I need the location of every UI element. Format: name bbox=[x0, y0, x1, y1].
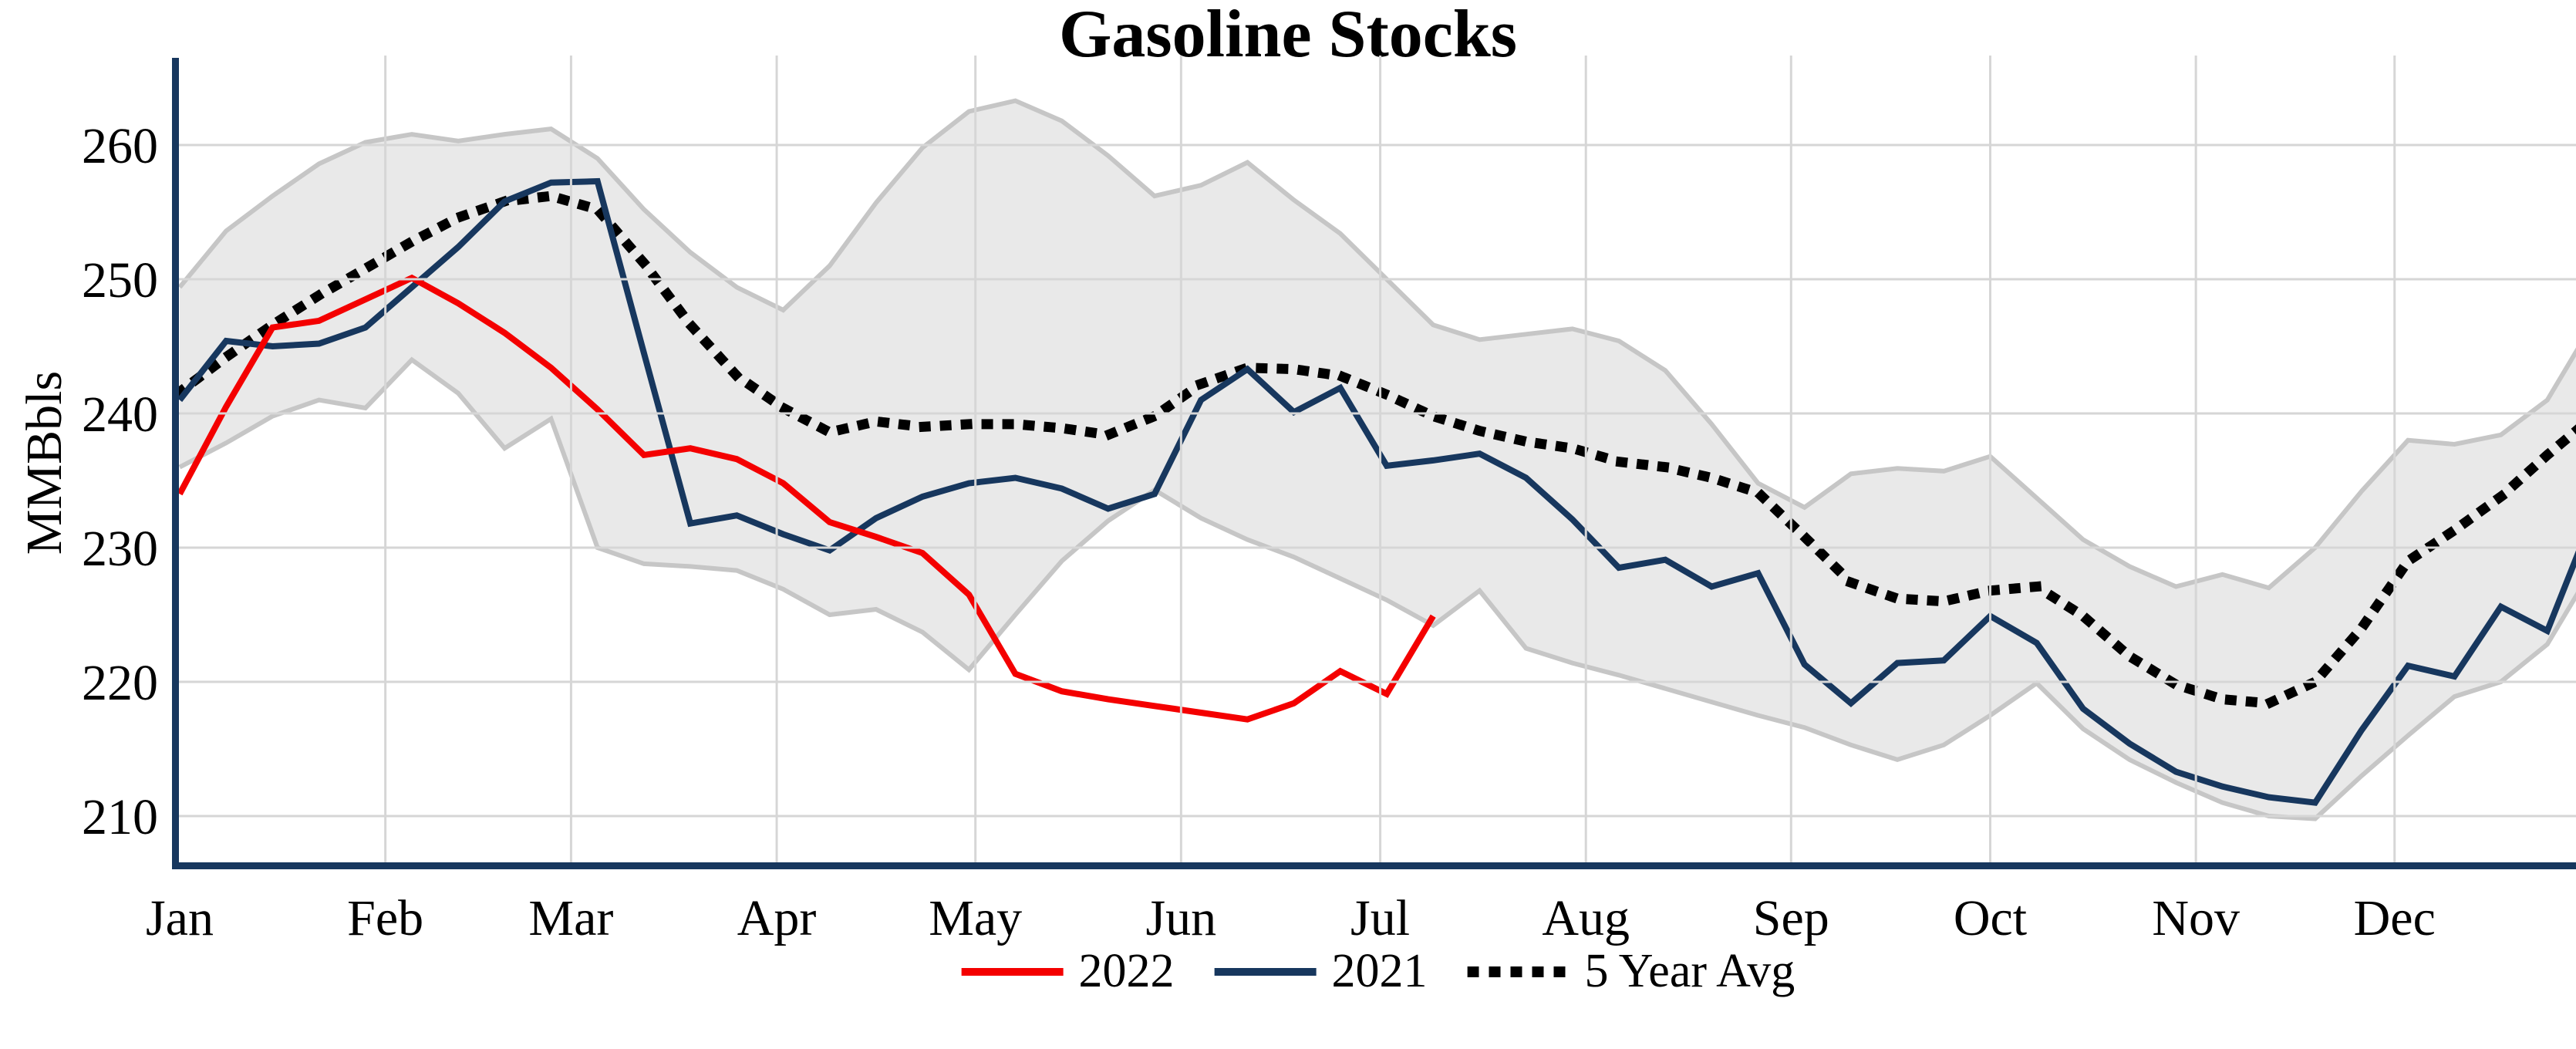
x-tick-label-Nov: Nov bbox=[2152, 890, 2240, 946]
five-year-range-band bbox=[180, 100, 2576, 819]
series-line-5-year-avg bbox=[175, 191, 2576, 709]
x-tick-label-Apr: Apr bbox=[737, 890, 817, 946]
x-tick-label-Dec: Dec bbox=[2354, 890, 2436, 946]
y-tick-label-250: 250 bbox=[82, 252, 158, 309]
legend-item-2022: 2022 bbox=[961, 944, 1175, 999]
plot-area bbox=[175, 98, 2576, 821]
y-tick-label-260: 260 bbox=[82, 118, 158, 174]
y-tick-label-230: 230 bbox=[82, 521, 158, 577]
x-tick-label-Jul: Jul bbox=[1350, 890, 1410, 946]
chart-legend: 2022 2021 5 Year Avg bbox=[961, 944, 1795, 999]
series-line-2022 bbox=[177, 274, 1436, 723]
legend-label-2022: 2022 bbox=[1078, 945, 1175, 997]
x-tick-label-Mar: Mar bbox=[528, 890, 613, 946]
legend-swatch-2021-line bbox=[1214, 967, 1317, 976]
x-tick-label-Aug: Aug bbox=[1542, 890, 1630, 946]
chart-title: Gasoline Stocks bbox=[1058, 0, 1518, 72]
legend-item-2021: 2021 bbox=[1214, 944, 1428, 999]
legend-label-2021: 2021 bbox=[1331, 945, 1428, 997]
y-tick-label-210: 210 bbox=[82, 789, 158, 845]
series-line-2021 bbox=[177, 177, 2576, 806]
band-lower-edge bbox=[178, 356, 2576, 821]
legend-item-5yr-avg: 5 Year Avg bbox=[1467, 944, 1795, 999]
x-tick-label-Jun: Jun bbox=[1146, 890, 1217, 946]
x-axis-spine bbox=[172, 862, 2576, 869]
x-tick-label-Feb: Feb bbox=[347, 890, 423, 946]
y-axis-spine bbox=[172, 58, 179, 869]
x-tick-label-Sep: Sep bbox=[1753, 890, 1829, 946]
legend-swatch-5yr-avg-dotted-line bbox=[1467, 966, 1570, 977]
legend-swatch-2022-line bbox=[961, 967, 1064, 976]
y-tick-label-220: 220 bbox=[82, 655, 158, 711]
legend-label-5yr-avg: 5 Year Avg bbox=[1584, 945, 1795, 997]
x-tick-label-Jan: Jan bbox=[146, 890, 214, 946]
x-tick-label-Oct: Oct bbox=[1954, 890, 2027, 946]
x-tick-label-May: May bbox=[929, 890, 1022, 946]
y-tick-label-240: 240 bbox=[82, 386, 158, 443]
